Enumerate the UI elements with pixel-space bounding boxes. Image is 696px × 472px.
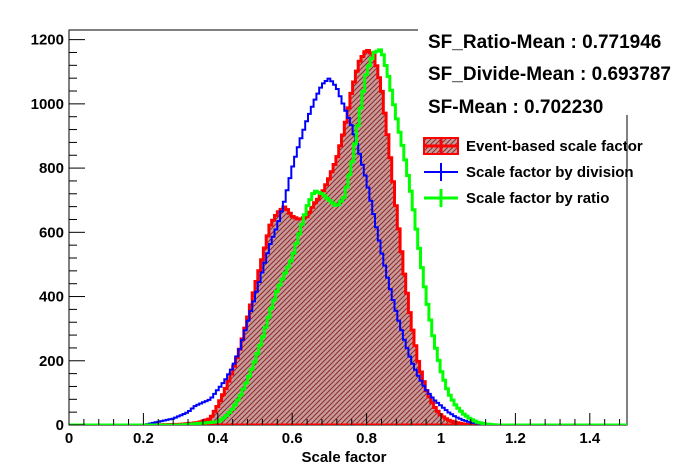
legend: Event-based scale factor Scale factor by … [423, 137, 643, 207]
stat-divide-mean: SF_Divide-Mean : 0.693787 [428, 64, 671, 85]
series-division-line [69, 77, 627, 425]
x-tick-label: 1 [437, 430, 445, 447]
legend-label: Event-based scale factor [466, 138, 643, 155]
legend-entry: Event-based scale factor [423, 137, 643, 155]
y-tick-label: 1200 [31, 32, 64, 49]
axes-layer: 0 0.2 0.4 0.6 0.8 1 1.2 1.4 0 200 400 600 800 1000 120… [31, 32, 621, 447]
y-tick-label: 1000 [31, 96, 64, 113]
x-tick-label: 0.6 [282, 430, 303, 447]
series-layer [69, 48, 627, 425]
y-tick-label: 800 [39, 160, 64, 177]
legend-entry: Scale factor by ratio [424, 189, 609, 207]
y-tick-label: 200 [39, 353, 64, 370]
y-tick-label: 600 [39, 224, 64, 241]
legend-label: Scale factor by division [466, 164, 634, 181]
y-tick-label: 400 [39, 289, 64, 306]
series-ratio-line [69, 48, 627, 425]
stat-ratio-mean: SF_Ratio-Mean : 0.771946 [428, 32, 661, 53]
x-tick-label: 0 [65, 430, 73, 447]
x-axis-title: Scale factor [301, 449, 386, 466]
x-tick-label: 1.2 [505, 430, 526, 447]
y-tick-label: 0 [56, 417, 64, 434]
x-tick-label: 1.4 [579, 430, 601, 447]
x-tick-label: 0.2 [133, 430, 154, 447]
x-tick-label: 0.8 [356, 430, 377, 447]
legend-entry: Scale factor by division [424, 163, 634, 181]
series-event-based-fill [69, 49, 627, 425]
stat-sf-mean: SF-Mean : 0.702230 [428, 97, 603, 118]
legend-label: Scale factor by ratio [466, 190, 609, 207]
x-tick-label: 0.4 [207, 430, 229, 447]
stats-box: SF_Ratio-Mean : 0.771946 SF_Divide-Mean … [418, 25, 696, 118]
